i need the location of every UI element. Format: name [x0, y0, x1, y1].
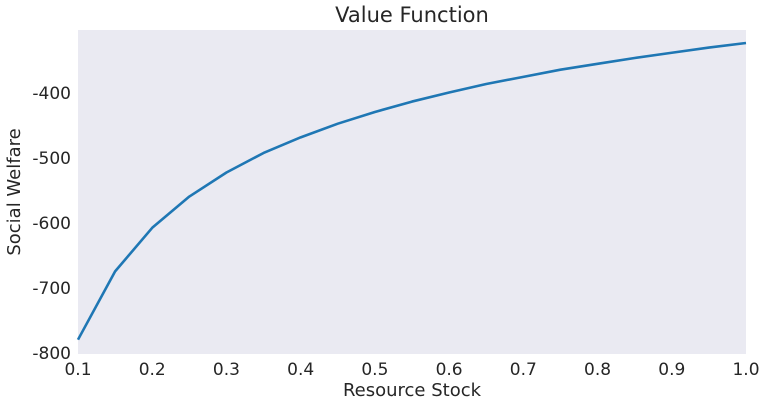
plot-area: [78, 30, 746, 354]
x-tick-label: 1.0: [732, 360, 759, 380]
y-tick-label: -400: [32, 84, 71, 104]
y-tick-label: -500: [32, 149, 71, 169]
y-tick-label: -600: [32, 214, 71, 234]
x-tick-label: 0.6: [436, 360, 463, 380]
x-tick-label: 0.5: [361, 360, 388, 380]
x-tick-label: 0.4: [287, 360, 314, 380]
x-axis-label: Resource Stock: [343, 380, 482, 401]
y-axis-label: Social Welfare: [4, 128, 25, 255]
x-tick-label: 0.3: [213, 360, 240, 380]
y-tick-label: -700: [32, 279, 71, 299]
x-tick-label: 0.2: [139, 360, 166, 380]
x-tick-label: 0.1: [64, 360, 91, 380]
x-tick-label: 0.7: [510, 360, 537, 380]
chart-title: Value Function: [335, 3, 489, 27]
y-tick-label: -800: [32, 344, 71, 364]
x-tick-label: 0.8: [584, 360, 611, 380]
line-series: [76, 41, 747, 341]
x-tick-label: 0.9: [658, 360, 685, 380]
